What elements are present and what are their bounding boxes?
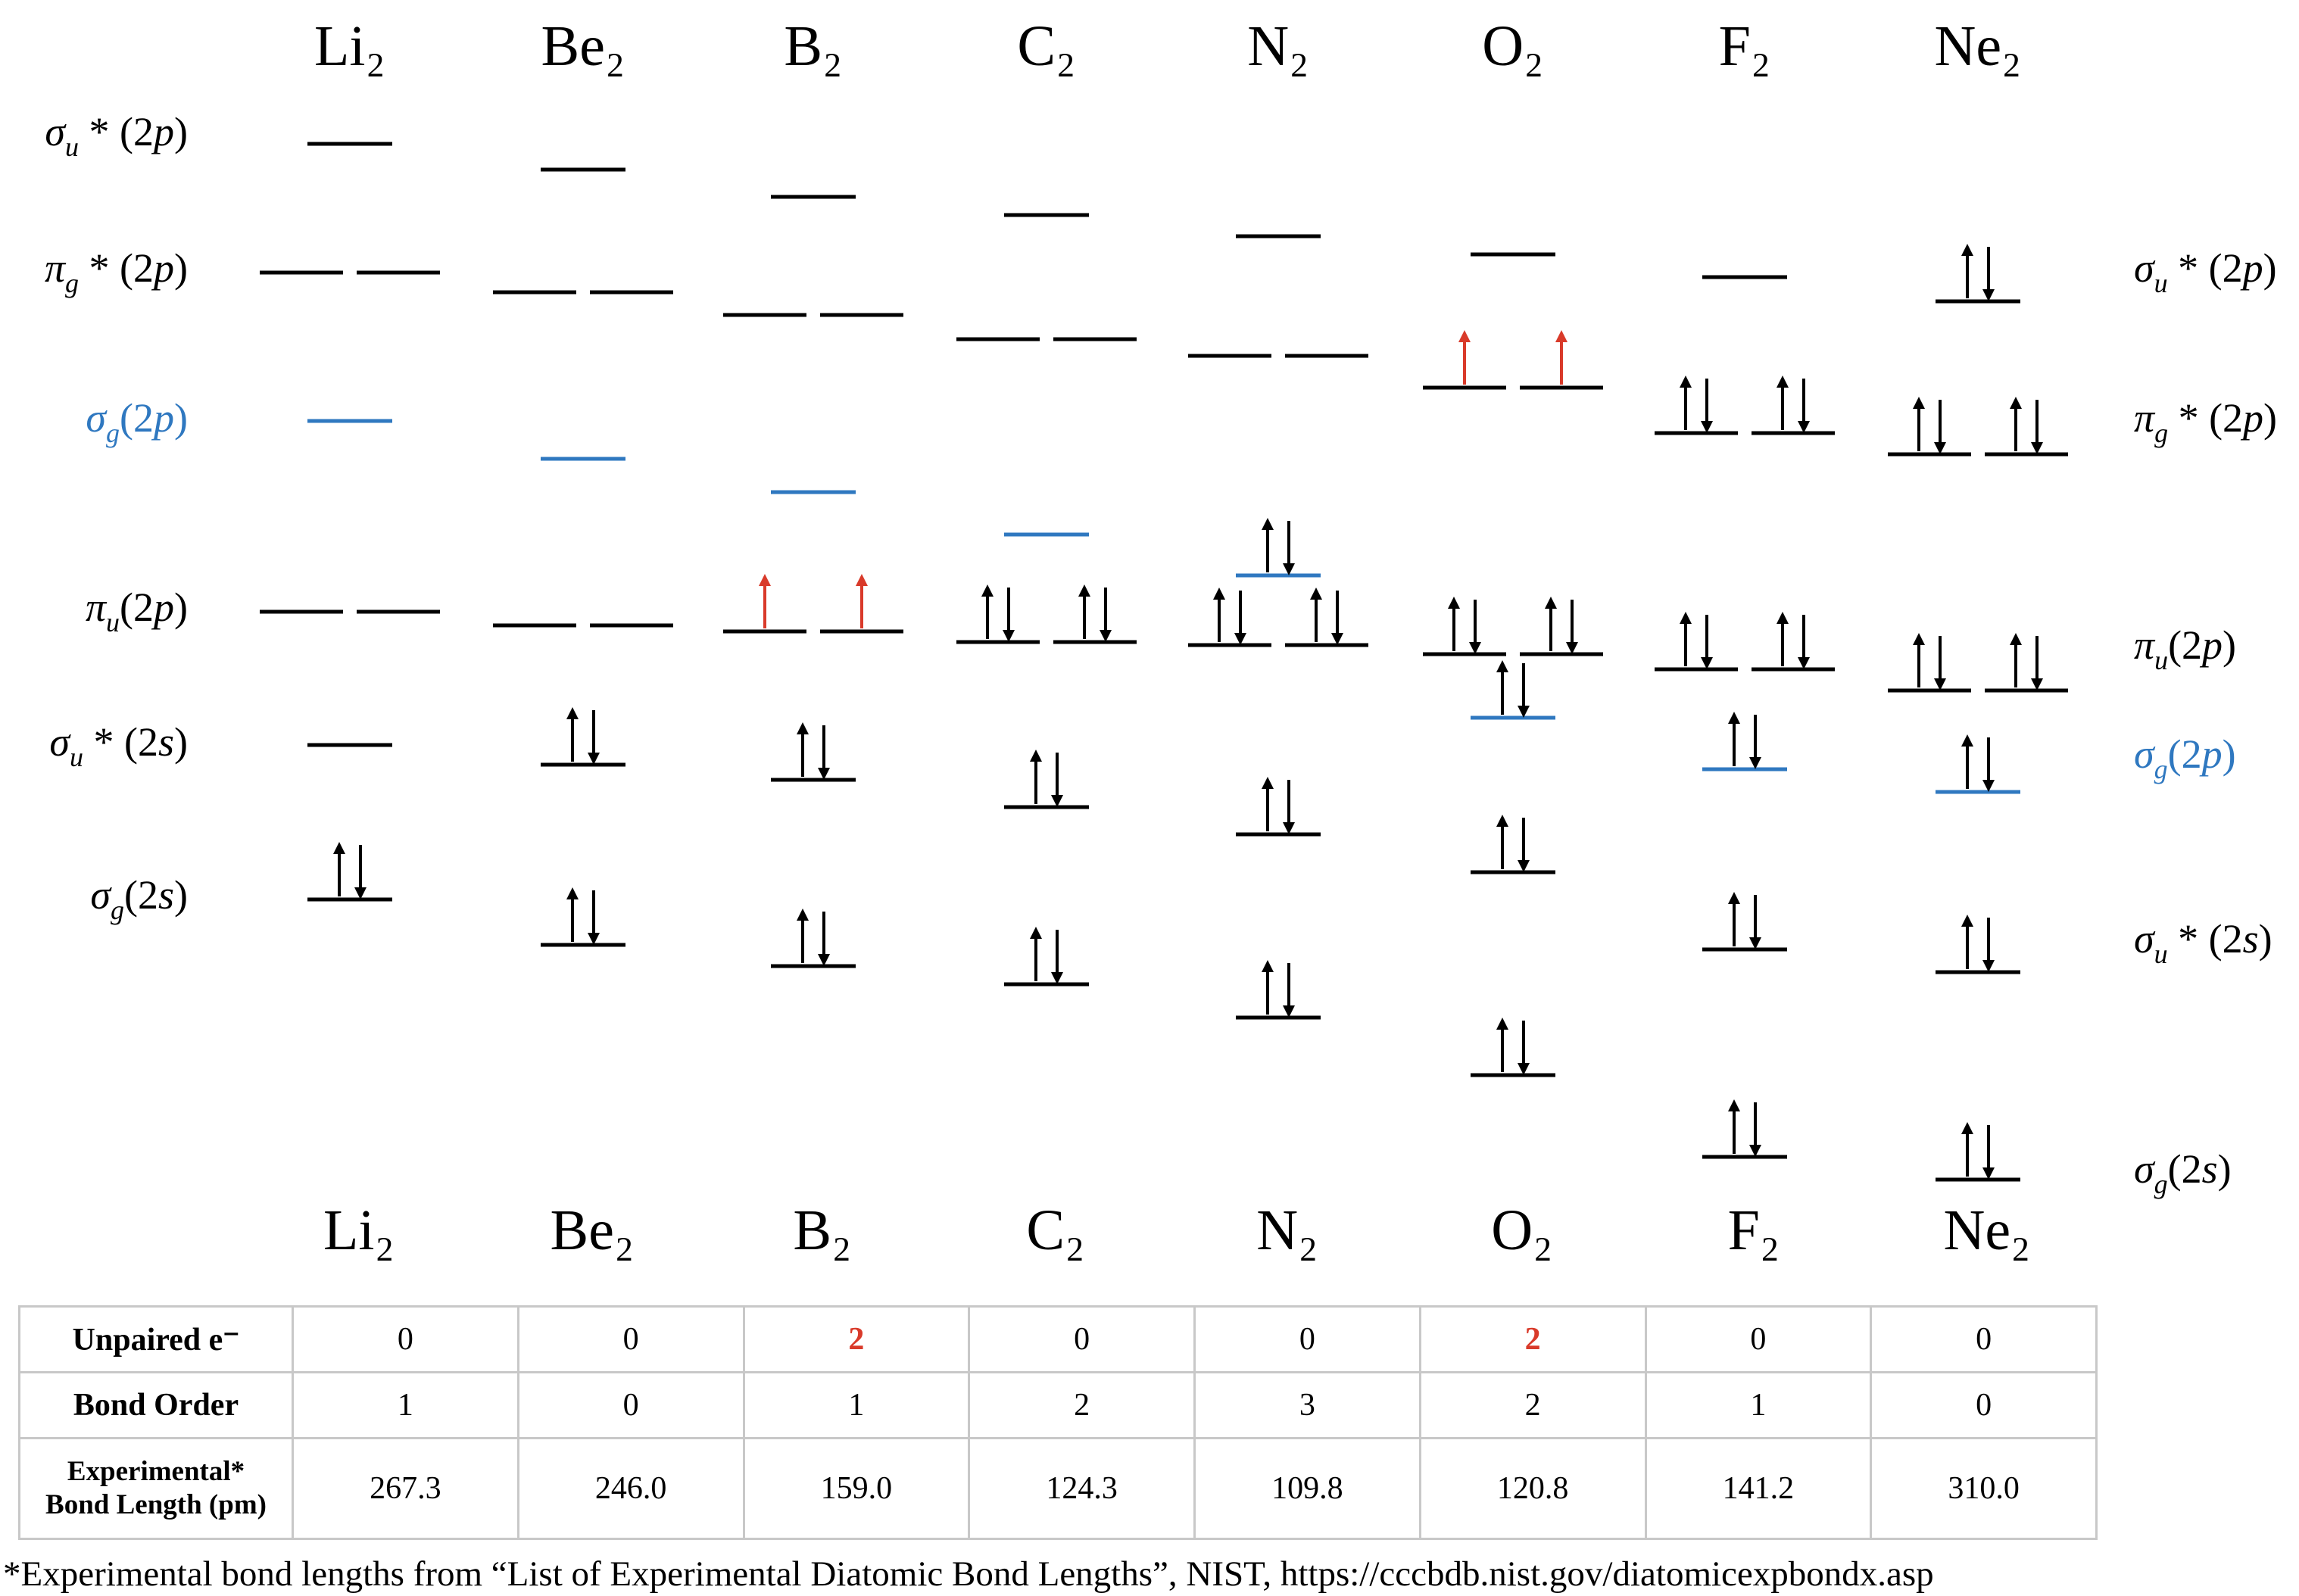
orbital-label: πg * (2p) [2134,395,2277,448]
energy-levels [260,142,2068,1182]
footnote: *Experimental bond lengths from “List of… [3,1554,1934,1594]
cell-bond-length: 159.0 [742,1437,971,1540]
molecule-header: Be₂ [541,14,625,78]
cell-unpaired: 0 [1644,1305,1873,1373]
mo-diagram: Li₂ Be₂ B₂ C₂ N₂ O₂ F₂ Ne₂ Li₂ Be₂ B₂ C₂ N₂ O₂ F₂ Ne₂ … [45,14,2277,1262]
row-header-bond-length: Experimental* Bond Length (pm) [18,1437,294,1540]
cell-unpaired: 2 [1418,1305,1647,1373]
molecule-header: O₂ [1482,14,1543,78]
cell-bond-length: 124.3 [968,1437,1196,1540]
molecule-header: Be₂ [551,1199,635,1262]
cell-unpaired: 0 [516,1305,745,1373]
table-row-unpaired: Unpaired e⁻ 0 0 2 0 0 2 0 0 [18,1305,2098,1373]
orbital-label: σu * (2p) [2134,245,2277,298]
molecule-header: B₂ [793,1199,851,1262]
cell-bond-order: 0 [516,1371,745,1439]
cell-unpaired: 2 [742,1305,971,1373]
cell-unpaired: 0 [1193,1305,1421,1373]
orbital-labels-left: σu * (2p) πg * (2p) σg(2p) πu(2p) σu * (2s) σ… [45,109,188,925]
table-row-bond-length: Experimental* Bond Length (pm) 267.3 246.… [18,1437,2098,1540]
cell-unpaired: 0 [292,1305,519,1373]
properties-table: Unpaired e⁻ 0 0 2 0 0 2 0 0 Bond Order 1… [18,1305,2098,1540]
cell-unpaired: 0 [968,1305,1196,1373]
molecule-headers-bottom: Li₂ Be₂ B₂ C₂ N₂ O₂ F₂ Ne₂ [323,1199,2031,1262]
molecule-header: N₂ [1256,1199,1318,1262]
cell-bond-length: 310.0 [1870,1437,2098,1540]
molecule-headers-top: Li₂ Be₂ B₂ C₂ N₂ O₂ F₂ Ne₂ [314,14,2022,78]
molecule-header: Ne₂ [1943,1199,2030,1262]
orbital-label: σg(2p) [86,395,188,448]
orbital-label: σu * (2s) [49,719,188,772]
molecule-header: F₂ [1719,14,1771,78]
orbital-label: σu * (2s) [2134,916,2272,969]
molecule-header: Li₂ [314,14,385,78]
cell-bond-length: 246.0 [516,1437,745,1540]
cell-bond-order: 1 [1644,1371,1873,1439]
cell-bond-order: 1 [742,1371,971,1439]
cell-bond-length: 267.3 [292,1437,519,1540]
cell-bond-length: 109.8 [1193,1437,1421,1540]
row-header-unpaired: Unpaired e⁻ [18,1305,294,1373]
orbital-label: σg(2s) [90,872,188,925]
orbital-label: σg(2p) [2134,731,2236,784]
molecule-header: B₂ [784,14,842,78]
cell-bond-order: 2 [968,1371,1196,1439]
orbital-label: πu(2p) [2134,622,2236,675]
cell-bond-order: 3 [1193,1371,1421,1439]
orbital-label: σu * (2p) [45,109,188,162]
table-row-bond-order: Bond Order 1 0 1 2 3 2 1 0 [18,1371,2098,1439]
orbital-label: πg * (2p) [45,245,188,298]
cell-bond-length: 120.8 [1418,1437,1647,1540]
orbital-label: σg(2s) [2134,1146,2232,1199]
molecule-header: Ne₂ [1934,14,2021,78]
orbital-label: πu(2p) [86,584,188,637]
orbital-labels-right: σu * (2p) πg * (2p) πu(2p) σg(2p) σu * (2s) σ… [2134,245,2277,1199]
molecule-header: F₂ [1728,1199,1780,1262]
cell-bond-length: 141.2 [1644,1437,1873,1540]
row-header-bond-length-text: Experimental* Bond Length (pm) [45,1455,267,1520]
cell-bond-order: 1 [292,1371,519,1439]
cell-unpaired: 0 [1870,1305,2098,1373]
cell-bond-order: 2 [1418,1371,1647,1439]
molecule-header: Li₂ [323,1199,395,1262]
row-header-bond-order: Bond Order [18,1371,294,1439]
molecule-header: C₂ [1017,14,1075,78]
molecule-header: C₂ [1026,1199,1084,1262]
molecule-header: O₂ [1491,1199,1552,1262]
molecule-header: N₂ [1247,14,1309,78]
cell-bond-order: 0 [1870,1371,2098,1439]
